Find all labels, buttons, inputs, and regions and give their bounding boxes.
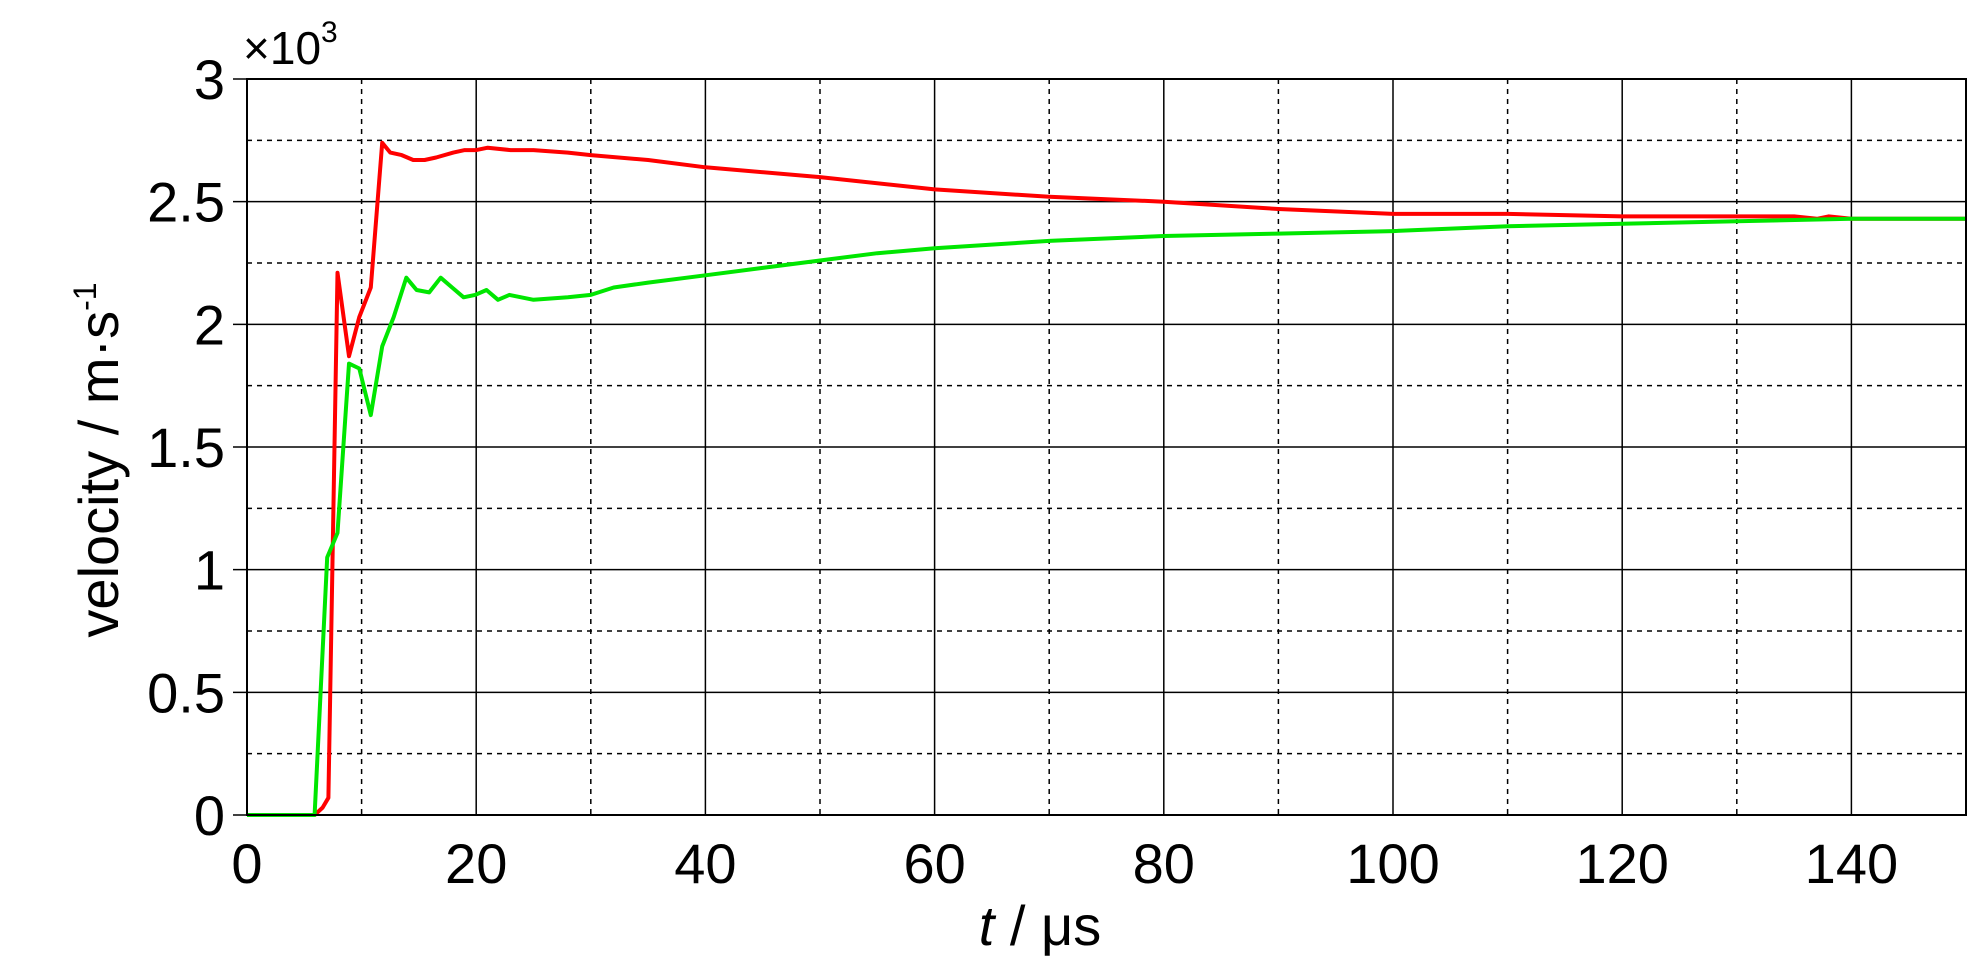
- y-multiplier-exponent: 3: [321, 16, 338, 49]
- x-tick-label: 0: [231, 832, 262, 895]
- y-tick-label: 1: [194, 539, 225, 602]
- major-grid: [233, 78, 1966, 816]
- x-axis-title: t / μs: [979, 894, 1102, 957]
- y-tick-label: 2.5: [147, 171, 225, 234]
- y-axis-text: velocity / m·s: [67, 311, 130, 638]
- y-tick-label: 2: [194, 293, 225, 356]
- y-tick-label: 3: [194, 48, 225, 111]
- x-tick-label: 60: [903, 832, 965, 895]
- x-tick-label: 40: [674, 832, 736, 895]
- y-multiplier-base: ×10: [243, 22, 321, 74]
- x-tick-label: 100: [1346, 832, 1439, 895]
- y-tick-labels: 0 0.5 1 1.5 2 2.5 3: [147, 48, 225, 847]
- y-tick-label: 0.5: [147, 661, 225, 724]
- y-axis-exponent: -1: [67, 282, 103, 310]
- y-tick-label: 0: [194, 784, 225, 847]
- series-line-2: [247, 216, 1966, 817]
- x-tick-label: 140: [1805, 832, 1898, 895]
- x-tick-label: 20: [445, 832, 507, 895]
- x-axis-variable: t: [979, 894, 997, 957]
- x-tick-label: 120: [1575, 832, 1668, 895]
- series-line-1: [247, 140, 1966, 817]
- y-multiplier: ×103: [243, 16, 338, 74]
- series-layer: [247, 140, 1966, 817]
- x-axis-unit: / μs: [994, 894, 1101, 957]
- plot-frame: [246, 78, 1967, 816]
- x-tick-label: 80: [1133, 832, 1195, 895]
- x-tick-labels: 0 20 40 60 80 100 120 140: [231, 832, 1898, 895]
- y-axis-title: velocity / m·s-1: [67, 282, 130, 637]
- y-tick-label: 1.5: [147, 416, 225, 479]
